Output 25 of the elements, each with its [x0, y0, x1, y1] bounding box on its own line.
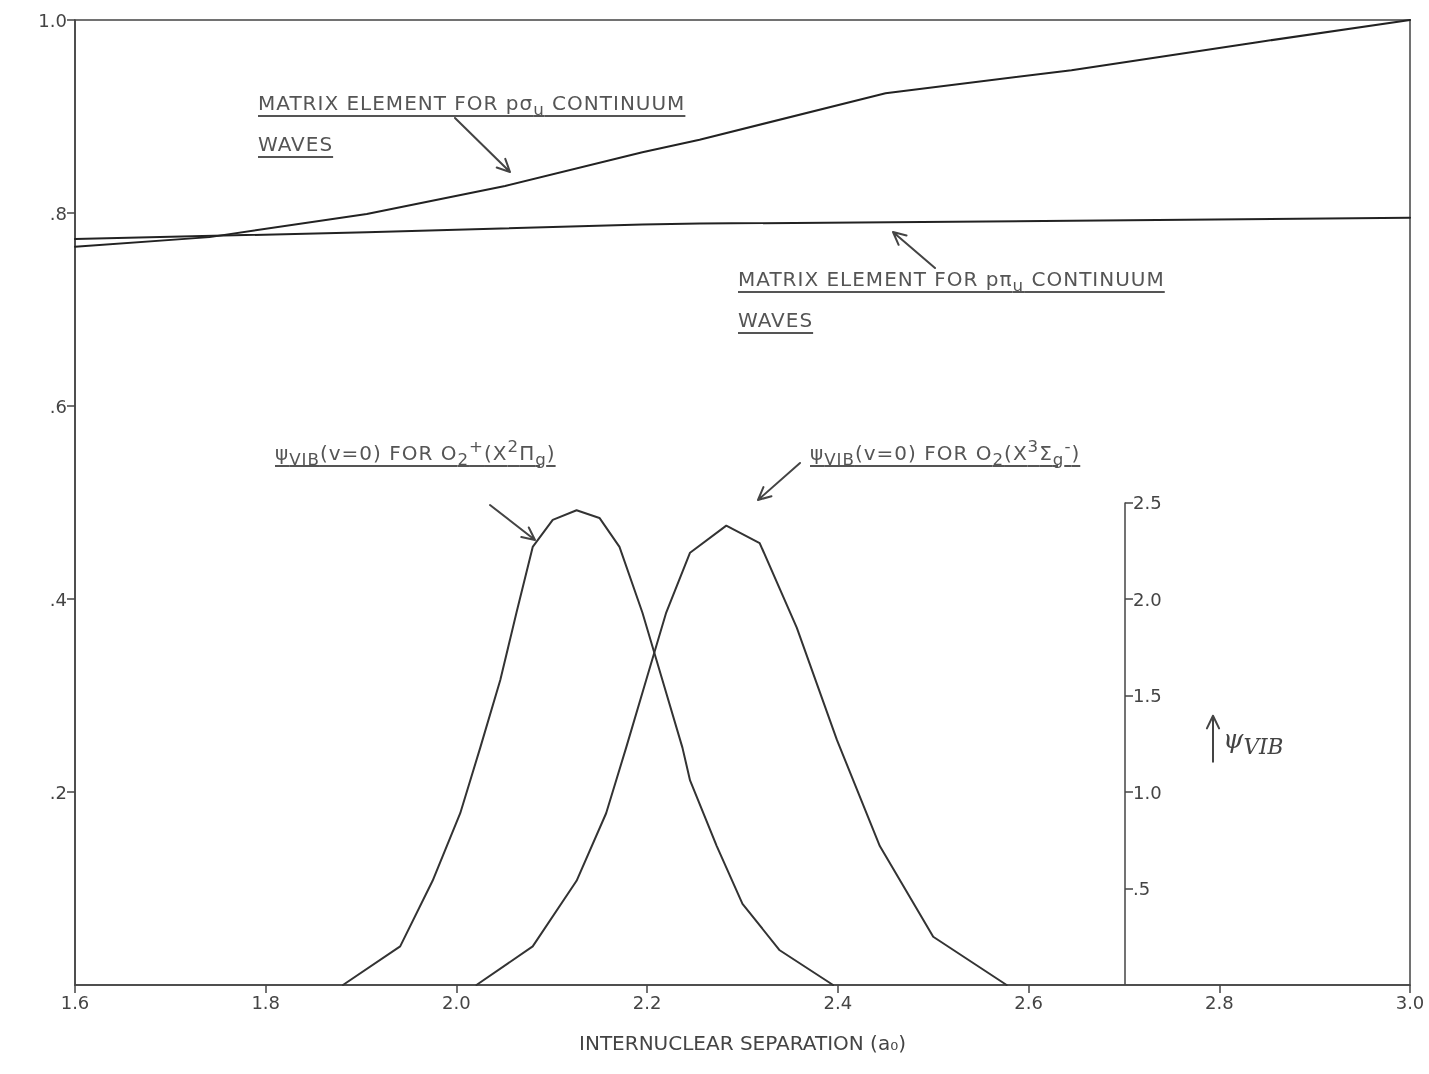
text: ψ$_{VIB}$(v=0) FOR O$_{2}$$^{+}$(X$^{2}$Π$_{g}$)	[275, 437, 556, 469]
x-tick-label: 2.0	[442, 991, 471, 1013]
y-tick-label: .2	[49, 781, 67, 803]
x-tick-label: 2.6	[1014, 991, 1043, 1013]
y-tick-label: .8	[49, 202, 67, 224]
y2-tick-label: .5	[1133, 878, 1151, 899]
y2-axis-title: ψ$_{VIB}$	[1223, 723, 1284, 759]
y-tick-label: 1.0	[38, 9, 67, 31]
y-tick-label: .6	[49, 395, 67, 417]
x-tick-label: 1.6	[60, 991, 90, 1013]
x-tick-label: 2.4	[823, 991, 853, 1013]
y-tick-label: .4	[49, 588, 67, 610]
text: ψ$_{VIB}$(v=0) FOR O$_{2}$(X$^{3}$Σ$_{g}$$^{-}$)	[810, 437, 1081, 469]
y2-tick-label: 2.5	[1133, 492, 1162, 513]
y2-tick-label: 1.0	[1133, 781, 1162, 803]
x-tick-label: 3.0	[1395, 991, 1425, 1013]
x-tick-label: 2.8	[1204, 991, 1234, 1013]
y2-tick-label: 2.0	[1133, 588, 1162, 610]
text: MATRIX ELEMENT FOR pπ$_{u}$ CONTINUUM WAVES	[738, 267, 1165, 332]
x-axis-title: INTERNUCLEAR SEPARATION (a₀)	[579, 1031, 906, 1055]
y2-tick-label: 1.5	[1133, 685, 1162, 706]
line-series	[74, 19, 1411, 248]
x-tick-label: 1.8	[251, 991, 281, 1013]
text: MATRIX ELEMENT FOR pσ$_{u}$ CONTINUUM WAVES	[258, 91, 686, 156]
x-tick-label: 2.2	[632, 991, 662, 1013]
